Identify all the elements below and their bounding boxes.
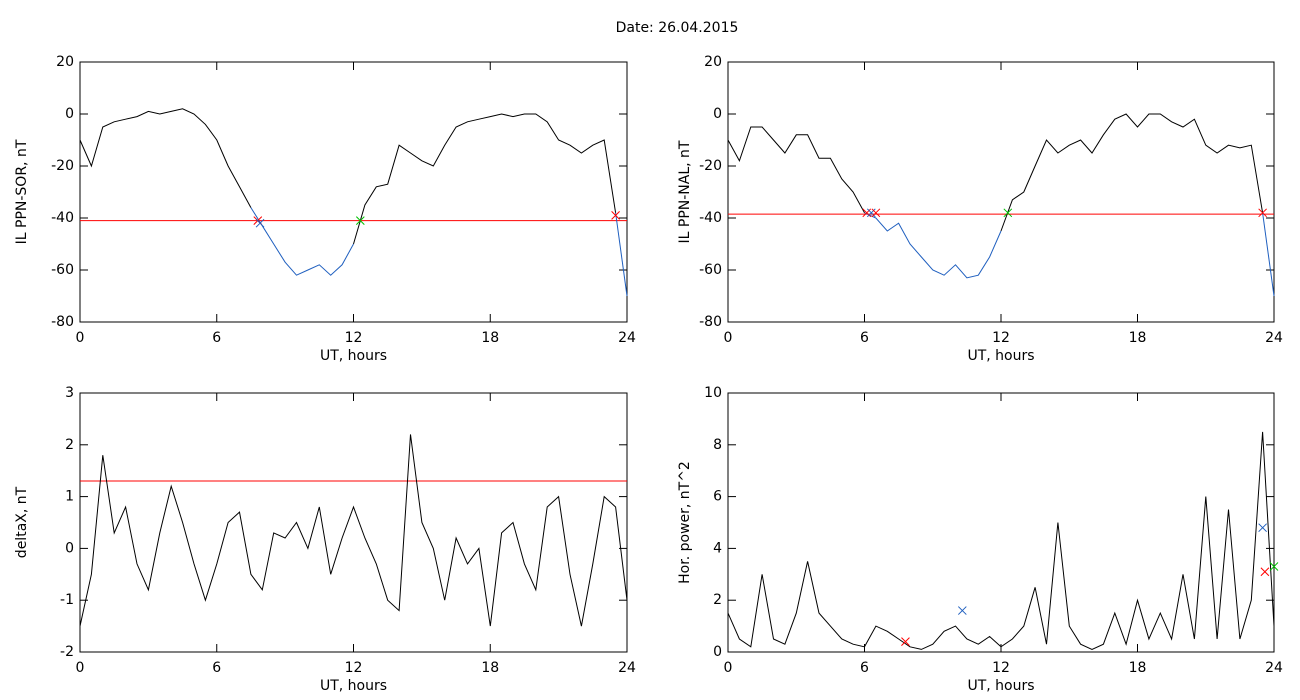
x-tick-label: 6 xyxy=(212,660,221,676)
y-tick-label: 2 xyxy=(713,592,722,608)
marker xyxy=(871,208,881,218)
data-line xyxy=(1262,212,1275,297)
y-tick-label: -20 xyxy=(51,158,74,174)
x-tick-label: 24 xyxy=(1265,660,1283,676)
x-tick-label: 24 xyxy=(618,660,636,676)
y-tick-label: -80 xyxy=(699,314,722,330)
x-tick-label: 12 xyxy=(345,660,363,676)
y-tick-label: -40 xyxy=(699,210,722,226)
marker xyxy=(611,211,620,220)
y-tick-label: 2 xyxy=(65,437,74,453)
x-tick-label: 24 xyxy=(618,330,636,346)
plot-frame xyxy=(727,61,1275,323)
figure-title: Date: 26.04.2015 xyxy=(616,20,739,36)
y-tick-label: -2 xyxy=(60,644,74,660)
x-tick-label: 12 xyxy=(992,660,1010,676)
x-axis-label: UT, hours xyxy=(967,678,1034,694)
y-tick-label: 20 xyxy=(704,54,722,70)
y-tick-label: 0 xyxy=(713,644,722,660)
marker xyxy=(866,208,876,218)
data-line xyxy=(727,431,1275,650)
data-line xyxy=(353,113,617,245)
x-tick-label: 6 xyxy=(860,660,869,676)
marker xyxy=(1258,523,1267,533)
plot-frame xyxy=(79,61,628,323)
marker xyxy=(355,216,365,225)
y-tick-label: 0 xyxy=(713,106,722,122)
y-tick-label: 6 xyxy=(713,489,722,505)
y-tick-label: 20 xyxy=(56,54,74,70)
x-tick-label: 0 xyxy=(724,660,733,676)
y-axis-label: IL PPN-SOR, nT xyxy=(14,139,30,244)
data-line xyxy=(615,212,628,297)
y-tick-label: -60 xyxy=(51,262,74,278)
y-tick-label: -20 xyxy=(699,158,722,174)
x-tick-label: 18 xyxy=(1129,660,1147,676)
x-tick-label: 6 xyxy=(860,330,869,346)
x-tick-label: 0 xyxy=(724,330,733,346)
y-tick-label: -80 xyxy=(51,314,74,330)
y-tick-label: 0 xyxy=(65,106,74,122)
y-tick-label: 1 xyxy=(65,489,74,505)
plot-frame xyxy=(727,392,1275,653)
x-tick-label: 18 xyxy=(481,330,499,346)
y-tick-label: 4 xyxy=(713,540,722,556)
x-axis-label: UT, hours xyxy=(967,348,1034,364)
x-tick-label: 18 xyxy=(481,660,499,676)
data-line xyxy=(727,126,865,214)
y-axis-label: Hor. power, nT^2 xyxy=(677,461,693,584)
data-line xyxy=(79,434,628,627)
y-tick-label: 8 xyxy=(713,437,722,453)
x-tick-label: 0 xyxy=(76,660,85,676)
y-tick-label: -60 xyxy=(699,262,722,278)
data-line xyxy=(864,212,1002,279)
y-axis-label: IL PPN-NAL, nT xyxy=(677,140,693,243)
x-tick-label: 24 xyxy=(1265,330,1283,346)
marker xyxy=(1260,567,1270,577)
marker xyxy=(862,208,872,218)
marker xyxy=(901,637,910,646)
y-tick-label: -1 xyxy=(60,592,74,608)
data-line xyxy=(79,108,252,208)
marker xyxy=(1003,208,1013,218)
y-tick-label: 10 xyxy=(704,385,722,401)
data-line xyxy=(1000,113,1264,232)
y-axis-label: deltaX, nT xyxy=(14,486,30,558)
marker xyxy=(255,218,265,228)
y-tick-label: 3 xyxy=(65,385,74,401)
x-axis-label: UT, hours xyxy=(320,678,387,694)
marker xyxy=(1258,208,1267,218)
x-axis-label: UT, hours xyxy=(320,348,387,364)
marker xyxy=(1269,562,1279,571)
x-tick-label: 18 xyxy=(1129,330,1147,346)
marker xyxy=(957,606,967,615)
x-tick-label: 12 xyxy=(345,330,363,346)
x-tick-label: 6 xyxy=(212,330,221,346)
data-line xyxy=(250,207,354,276)
y-tick-label: -40 xyxy=(51,210,74,226)
y-tick-label: 0 xyxy=(65,540,74,556)
x-tick-label: 0 xyxy=(76,330,85,346)
x-tick-label: 12 xyxy=(992,330,1010,346)
